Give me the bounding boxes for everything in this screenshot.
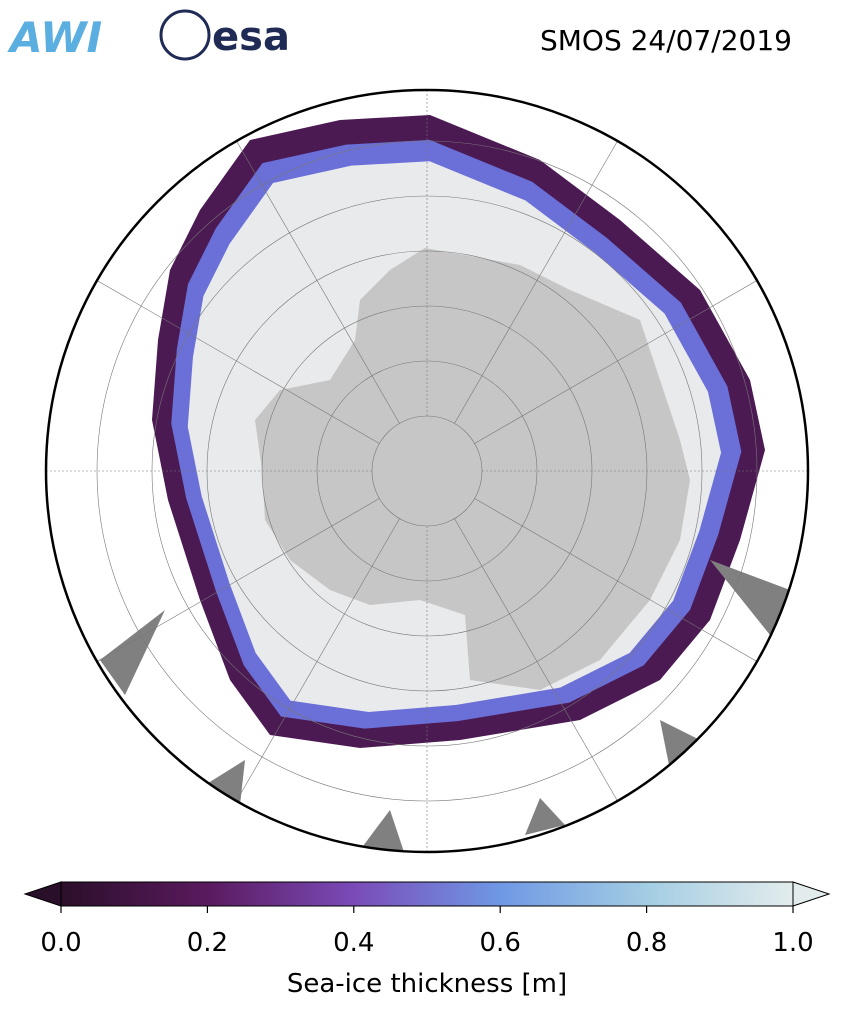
meridian [474,498,765,667]
land-patch [525,798,565,835]
meridian [474,275,765,444]
logo-area: AWI esa [7,9,290,62]
esa-logo: esa [212,14,290,60]
land-patch [710,560,790,635]
colorbar-body [60,881,794,907]
latitude-circle [96,140,758,802]
colorbar: Sea-ice thickness [m] 0.0 0.2 0.4 0.6 0.8 1.0 [23,881,831,999]
colorbar-tick-label: 0.6 [480,928,521,958]
meridian [454,133,623,424]
meridian [89,498,380,667]
colorbar-tick-label: 0.4 [333,928,374,958]
land-patch [100,610,165,695]
latitude-circle [316,360,538,582]
meridian [89,275,380,444]
graticule [46,90,808,852]
map [46,90,808,852]
colorbar-extend-high [792,881,831,907]
map-border [44,88,810,854]
meridian [454,518,623,809]
title: SMOS 24/07/2019 [540,24,792,57]
antarctica [255,248,690,690]
colorbar-tick-label: 0.8 [626,928,667,958]
colorbar-tick-label: 0.0 [40,928,81,958]
esa-logo-mark [159,9,211,61]
colorbar-label: Sea-ice thickness [m] [287,969,567,999]
meridian [231,518,400,809]
meridian [231,133,400,424]
land-patch [360,810,405,852]
colorbar-tick-label: 0.2 [187,928,228,958]
land-patch [660,720,700,770]
colorbar-extend-low [23,881,62,907]
awi-logo: AWI [7,13,102,62]
colorbar-tick-label: 1.0 [772,928,813,958]
land-patch [205,760,245,805]
